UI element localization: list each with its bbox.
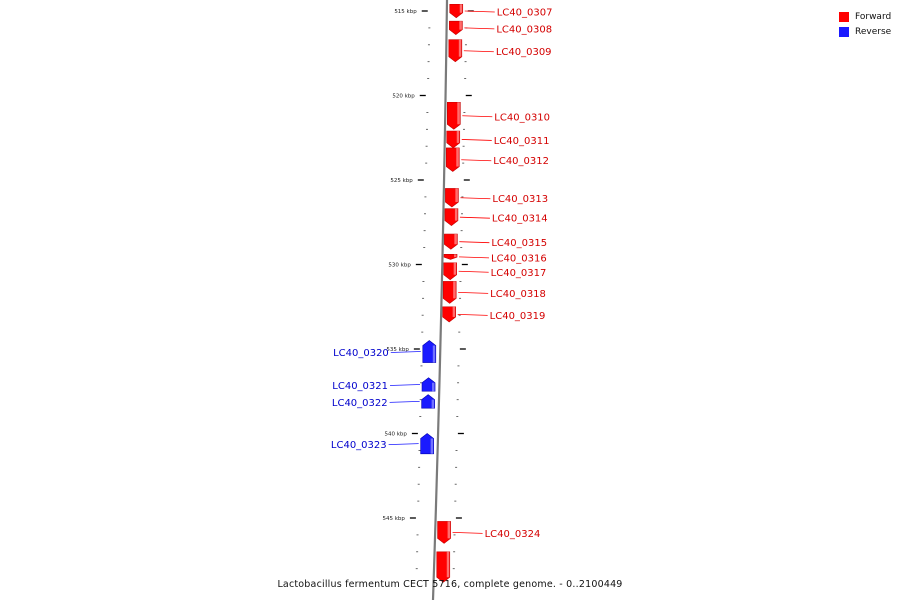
gene-arrow-highlight [459,4,463,13]
gene-lc40_0311 [446,130,461,149]
gene-arrow-highlight [446,551,450,578]
gene-arrow-highlight [457,102,460,125]
gene-arrow-highlight [453,262,457,275]
gene-lc40_0324 [437,521,451,544]
gene-lc40_0313 [445,188,459,208]
gene-lc40_0314 [444,208,459,227]
gene-arrow-highlight [430,438,434,454]
scale-label: 545 kbp [382,516,405,522]
gene-label: LC40_0319 [490,311,546,322]
reverse-swatch [839,26,849,37]
map-caption: Lactobacillus fermentum CECT 5716, compl… [277,579,623,590]
gene-lc40_0316 [443,254,458,260]
gene-lc40_0319 [442,306,456,323]
gene-lc40_0312 [445,147,460,172]
label-connector [458,270,489,273]
gene-lc40_0315 [444,233,458,250]
gene-lc40_0321 [421,377,436,392]
legend-label-reverse: Reverse [855,26,892,37]
gene-arrow [422,340,437,363]
gene-lc40_0323 [420,433,434,455]
gene-arrow [421,394,435,409]
gene-arrow-highlight [452,306,456,317]
gene-label: LC40_0309 [496,47,552,58]
gene-label: LC40_0320 [333,348,389,359]
gene-arrow-highlight [459,21,462,30]
gene-lc40_0322 [421,394,435,409]
label-connector [460,197,491,200]
scale-label: 520 kbp [392,94,415,100]
gene-label: LC40_0308 [496,24,552,35]
gene-label: LC40_0315 [491,238,547,249]
label-connector [464,10,495,13]
gene-arrow-highlight [447,521,451,539]
gene-arrow-highlight [456,147,459,167]
backbone-line [431,0,449,600]
label-connector [452,531,483,534]
label-connector [458,291,489,294]
scale-label: 515 kbp [394,9,417,15]
label-connector [390,351,421,353]
legend-item-reverse: Reverse [839,24,891,39]
scale-label: 525 kbp [390,178,413,184]
gene-lc40_0309 [448,39,463,63]
gene-arrow-highlight [458,39,462,57]
gene-arrow-highlight [456,130,460,143]
gene-features [420,3,464,583]
gene-arrow-highlight [453,281,456,299]
gene-label: LC40_0311 [494,136,550,147]
label-connector [390,384,421,386]
legend: Forward Reverse [839,9,891,39]
gene-lc40_0318 [442,281,457,304]
gene-label: LC40_0321 [332,381,388,392]
gene-lc40_0320 [422,340,437,363]
gene-lc40_0307 [449,3,464,19]
gene-arrow-highlight [454,254,457,258]
gene-arrow-highlight [454,208,458,221]
gene-lc40_0317 [443,262,457,281]
gene-labels: LC40_0307 LC40_0308 LC40_0309 LC40_0310 LC40… [331,8,553,540]
gene-label: LC40_0310 [494,112,550,123]
gene-label: LC40_0313 [492,194,548,205]
gene-label: LC40_0324 [485,529,541,540]
gene-label: LC40_0317 [491,268,547,279]
legend-item-forward: Forward [839,9,891,24]
label-connector [459,241,490,244]
gene-label: LC40_0318 [490,289,546,300]
label-connector [388,443,419,446]
gene-label: LC40_0316 [491,253,547,264]
gene-arrow-highlight [432,345,436,363]
label-connector [389,400,420,403]
gene-arrow-highlight [455,188,458,203]
gene-label: LC40_0312 [493,156,549,167]
scale-label: 530 kbp [388,263,411,269]
gene-arrow [421,377,436,392]
scale-ticks: 515 kbp 520 kbp 525 kbp 530 kbp 535 kbp 540 k… [382,9,474,570]
gene-label: LC40_0314 [492,214,548,225]
gene-label: LC40_0323 [331,440,387,451]
gene-unlabeled [436,551,451,583]
gene-label: LC40_0322 [332,398,388,409]
gene-lc40_0308 [449,20,463,36]
gene-arrow-highlight [431,399,435,409]
label-connector [462,115,493,118]
label-connector [457,313,488,316]
gene-label: LC40_0307 [497,8,553,19]
gene-arrow-highlight [432,382,435,392]
gene-arrow [420,433,434,455]
label-connector [461,139,492,141]
backbone [431,0,449,600]
label-connector [458,256,490,259]
scale-label: 540 kbp [384,432,407,438]
label-connector [459,216,490,219]
forward-swatch [839,11,849,22]
gene-arrow-highlight [454,234,457,245]
label-connector [463,50,494,53]
label-connector [461,159,492,162]
gene-lc40_0310 [446,101,461,130]
scale-label: 535 kbp [386,347,409,353]
legend-label-forward: Forward [855,11,892,22]
label-connector [464,27,495,30]
